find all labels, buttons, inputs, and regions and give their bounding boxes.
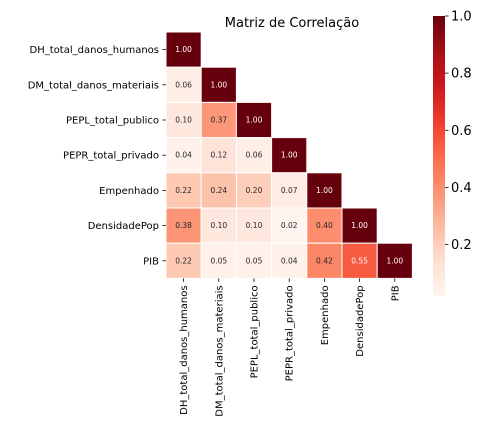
cell-value-label: 1.00 [281,151,298,160]
cell-value-label: 1.00 [175,45,192,54]
cell-value-label: 0.05 [210,256,227,265]
heatmap-cell [306,207,343,244]
cell-value-label: 0.24 [210,186,227,195]
colorbar-tick-label: 0.8 [451,67,472,82]
cell-value-label: 0.04 [281,256,298,265]
cell-value-label: 1.00 [210,80,227,89]
cell-value-label: 0.37 [210,116,227,125]
cell-value-label: 0.07 [281,186,298,195]
colorbar-tick-label: 1.0 [451,10,472,25]
cell-value-label: 0.06 [246,151,263,160]
y-tick-label: Empenhado [99,186,159,197]
heatmap-cell [341,242,378,279]
cell-value-label: 0.38 [175,221,192,230]
x-tick-label: DM_total_danos_materiais [214,285,225,416]
x-tick-label: PEPR_total_privado [285,285,296,381]
cell-value-label: 0.42 [316,256,333,265]
y-tick-label: DensidadePop [88,221,159,232]
cell-value-label: 1.00 [246,116,263,125]
y-tick-label: DH_total_danos_humanos [30,45,159,56]
x-tick-label: PEPL_total_publico [250,285,261,378]
heatmap-cell [376,242,413,279]
x-tick-label: PIB [390,285,401,301]
colorbar-tick-label: 0.2 [451,238,472,253]
cell-value-label: 1.00 [351,221,368,230]
cell-value-label: 0.05 [246,256,263,265]
colorbar: 0.2 0.4 0.6 0.8 1.0 [433,10,472,296]
heatmap-cell [200,242,237,279]
heatmap-cell [341,207,378,244]
y-axis-tick-labels: DH_total_danos_humanos DM_total_danos_mat… [28,45,166,267]
heatmap-cell [200,207,237,244]
cell-value-label: 1.00 [316,186,333,195]
cell-value-label: 0.10 [210,221,227,230]
heatmap-cell [235,101,273,139]
cell-value-label: 0.06 [175,80,192,89]
heatmap-cell [200,172,237,209]
cell-value-label: 0.22 [175,256,192,265]
cell-value-label: 0.12 [210,151,227,160]
x-tick-label: Empenhado [320,285,331,345]
heatmap-cell [271,137,308,174]
cell-value-label: 0.40 [316,221,333,230]
cell-value-label: 0.10 [246,221,263,230]
chart-title: Matriz de Correlação [225,16,359,31]
x-tick-label: DH_total_danos_humanos [179,285,190,414]
cell-value-label: 0.04 [175,151,192,160]
heatmap-cell [200,137,237,174]
cell-value-label: 0.10 [175,116,192,125]
heatmap-cell [271,172,308,209]
heatmap-cell [165,242,202,279]
heatmap-cell [165,66,202,103]
x-tick-label: DensidadePop [355,285,366,356]
heatmap-cell [235,207,273,244]
cell-value-label: 0.22 [175,186,192,195]
cell-value-label: 0.20 [246,186,263,195]
colorbar-tick-label: 0.4 [451,181,472,196]
y-tick-label: DM_total_danos_materiais [28,80,159,91]
y-tick-label: PEPL_total_publico [66,116,159,127]
heatmap-cell [271,207,308,244]
x-axis-tick-labels: DH_total_danos_humanos DM_total_danos_mat… [179,278,401,417]
cell-value-label: 1.00 [386,256,403,265]
heatmap-cells: 1.00 0.06 1.00 0.10 0.37 1.00 0.04 0.12 0.06 1.00… [165,31,413,279]
cell-value-label: 0.02 [281,221,298,230]
colorbar-tick-label: 0.6 [451,124,472,139]
cell-value-label: 0.55 [351,256,368,265]
colorbar-gradient [433,16,445,296]
y-tick-label: PIB [143,256,159,267]
y-tick-label: PEPR_total_privado [63,151,159,162]
